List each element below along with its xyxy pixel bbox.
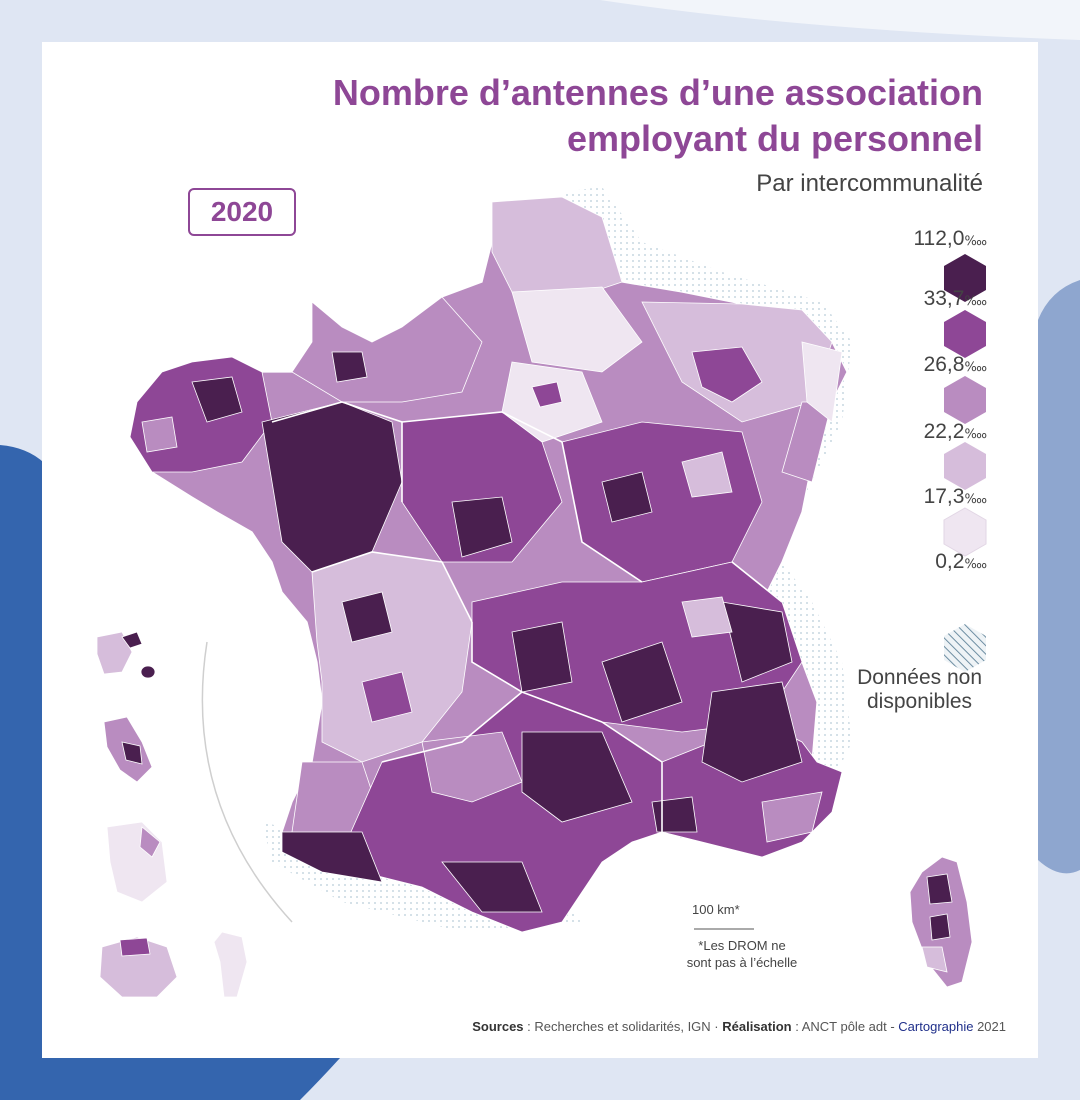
- legend-label-5: 17,3‱: [923, 485, 987, 508]
- region-borders: [271, 401, 783, 832]
- guadeloupe: [96, 631, 133, 675]
- legend-hex-5: [943, 507, 987, 557]
- legend-hex-3: [944, 376, 986, 424]
- legend-label-3: 26,8‱: [923, 353, 987, 376]
- guyane: [106, 821, 168, 903]
- title-line-2: employant du personnel: [566, 118, 983, 159]
- inset-separator-arc: [201, 641, 293, 923]
- drom-scale-note: *Les DROM ne sont pas à l’échelle: [686, 938, 798, 970]
- title-line-1: Nombre d’antennes d’une association: [332, 72, 983, 113]
- map-title: Nombre d’antennes d’une association empl…: [223, 70, 983, 162]
- map-subtitle: Par intercommunalité: [756, 170, 983, 197]
- legend-hexagons: [943, 254, 987, 672]
- corsica: [909, 856, 973, 988]
- drom-insets: [96, 631, 248, 998]
- mayotte: [213, 931, 248, 998]
- france-map: [96, 187, 987, 998]
- legend-hex-4: [944, 442, 986, 490]
- legend-hex-na: [944, 624, 986, 672]
- sources-credit: Sources : Recherches et solidarités, IGN…: [472, 1019, 1006, 1034]
- legend-label-na: Données non disponibles: [857, 666, 982, 713]
- legend-label-4: 22,2‱: [923, 420, 987, 443]
- legend-label-6: 0,2‱: [935, 550, 987, 573]
- year-badge: 2020: [188, 188, 296, 236]
- legend-label-1: 112,0‱: [913, 227, 987, 250]
- scale-label: 100 km*: [692, 902, 740, 917]
- legend: 112,0‱ 33,7‱ 26,8‱ 22,2‱ 17,3‱ 0,2‱ Donn…: [832, 42, 1032, 742]
- legend-hex-1: [944, 254, 986, 302]
- legend-label-2: 33,7‱: [923, 287, 987, 310]
- map-card: Nombre d’antennes d’une association empl…: [42, 42, 1038, 1058]
- legend-hex-2: [944, 310, 986, 358]
